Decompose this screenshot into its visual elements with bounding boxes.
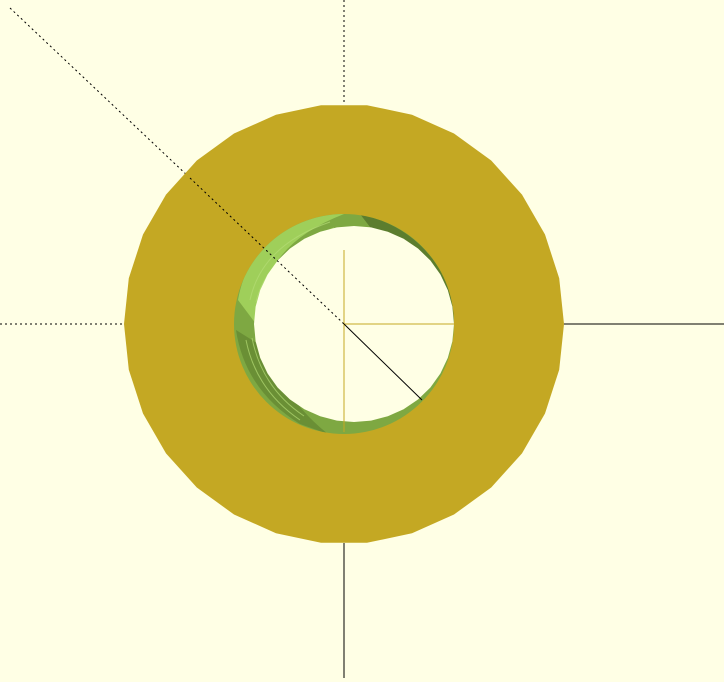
diagonal-axis-positive	[343, 323, 423, 401]
diagonal-axis-negative	[9, 7, 191, 179]
diagonal-axis-inner-dashed	[189, 177, 345, 325]
